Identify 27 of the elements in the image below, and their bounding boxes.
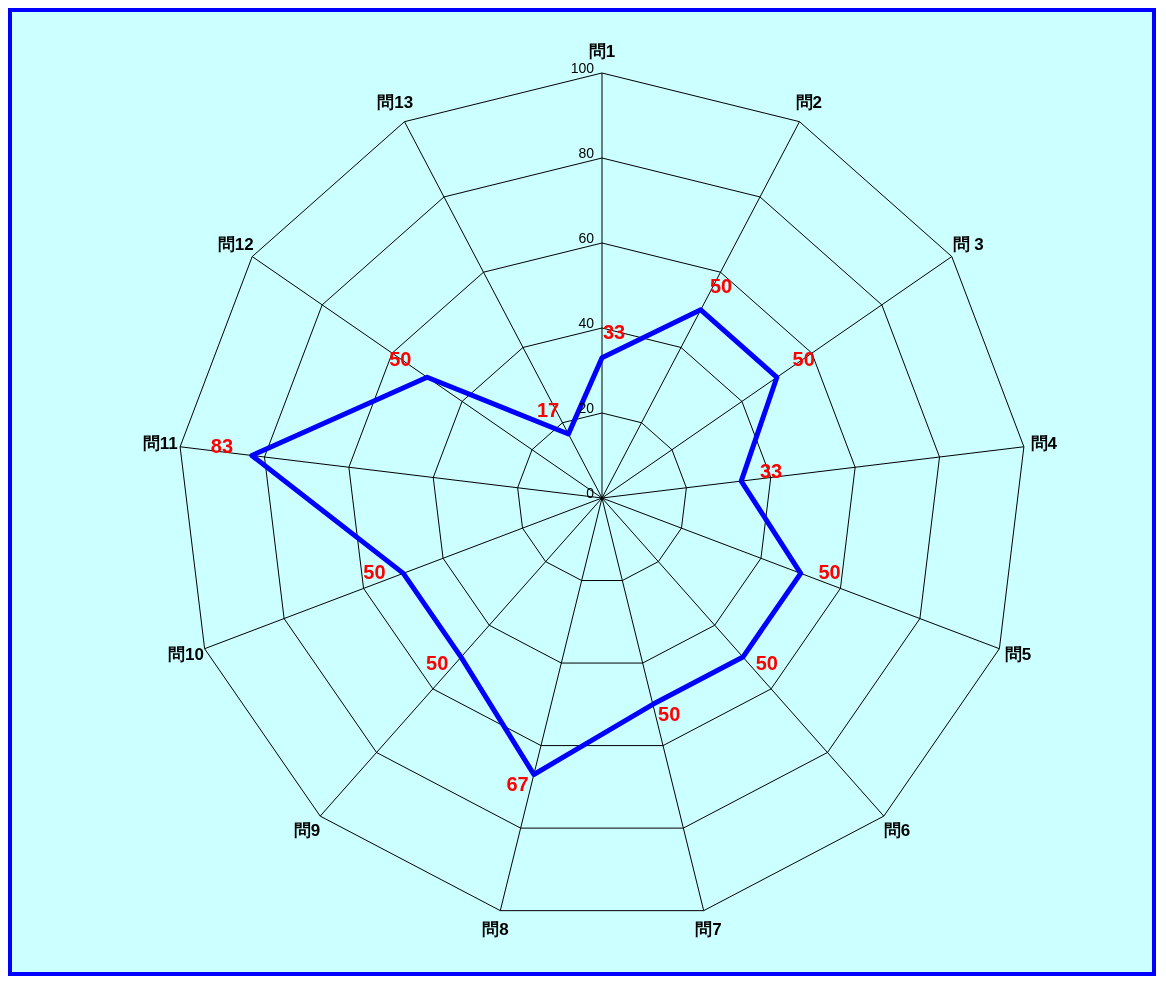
spoke-label: 問2: [795, 93, 823, 113]
spoke-label: 問1: [588, 42, 616, 62]
spoke-label: 問11: [142, 433, 178, 453]
data-label: 50: [426, 651, 449, 674]
y-tick-label: 80: [578, 145, 595, 161]
data-label: 50: [709, 275, 733, 298]
data-label: 33: [759, 460, 783, 483]
spoke-label: 問7: [695, 919, 722, 939]
data-label: 50: [818, 561, 841, 584]
spoke-label: 問8: [482, 919, 509, 939]
data-label: 50: [363, 561, 386, 584]
data-label: 17: [536, 399, 560, 422]
spoke-label: 問10: [167, 645, 204, 665]
data-label: 67: [506, 773, 529, 796]
spoke-label: 問9: [293, 820, 321, 840]
y-tick-label: 100: [570, 60, 595, 76]
y-tick-label: 40: [578, 315, 595, 331]
spoke-label: 問 3: [952, 234, 984, 254]
y-tick-label: 60: [578, 230, 595, 246]
data-label: 83: [210, 434, 234, 457]
spoke-label: 問6: [883, 820, 911, 840]
data-label: 50: [755, 651, 778, 674]
spoke-label: 問5: [1004, 645, 1032, 665]
spoke-label: 問4: [1030, 433, 1058, 453]
data-label: 50: [658, 703, 681, 726]
spoke-label: 問13: [377, 93, 414, 113]
spoke-label: 問12: [217, 234, 254, 254]
